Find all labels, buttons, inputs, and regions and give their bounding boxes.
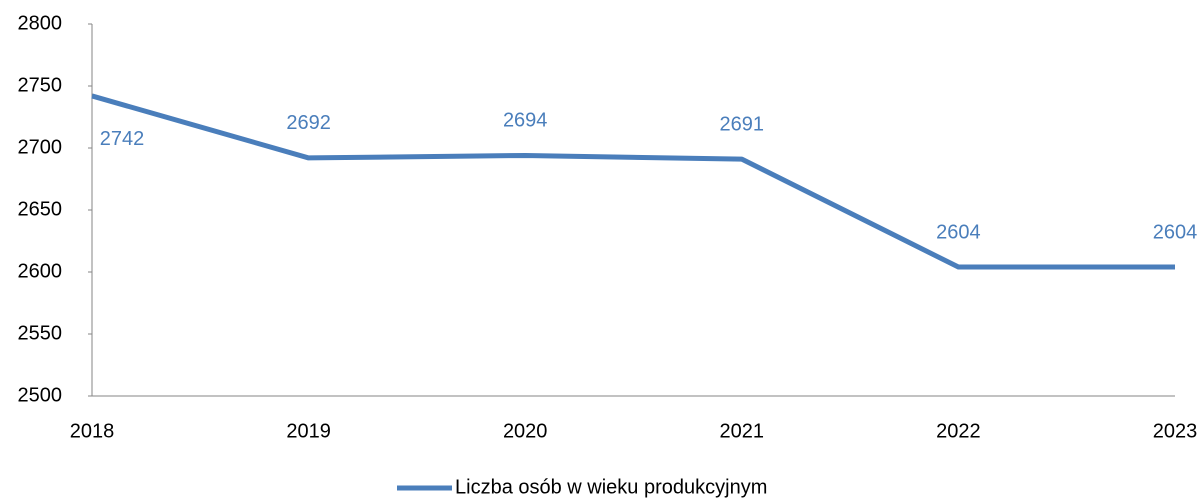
data-label: 2692 — [286, 112, 331, 134]
legend-label: Liczba osób w wieku produkcyjnym — [455, 476, 767, 498]
y-tick-label: 2800 — [18, 12, 63, 34]
data-line — [91, 93, 1175, 270]
y-tick-label: 2700 — [18, 136, 63, 158]
data-label: 2604 — [1153, 221, 1198, 243]
y-tick-label: 2750 — [18, 74, 63, 96]
x-tick-label: 2019 — [286, 420, 331, 442]
x-tick-label: 2018 — [70, 420, 115, 442]
y-tick-label: 2500 — [18, 384, 63, 406]
x-tick-label: 2021 — [720, 420, 765, 442]
x-tick-label: 2020 — [503, 420, 548, 442]
y-tick-label: 2650 — [18, 198, 63, 220]
x-tick-label: 2023 — [1153, 420, 1198, 442]
x-tick-label: 2022 — [936, 420, 981, 442]
data-label: 2742 — [100, 128, 145, 150]
data-label: 2604 — [936, 221, 981, 243]
y-tick-label: 2550 — [18, 322, 63, 344]
data-label: 2691 — [720, 113, 765, 135]
y-tick-label: 2600 — [18, 260, 63, 282]
data-label: 2694 — [503, 110, 548, 132]
